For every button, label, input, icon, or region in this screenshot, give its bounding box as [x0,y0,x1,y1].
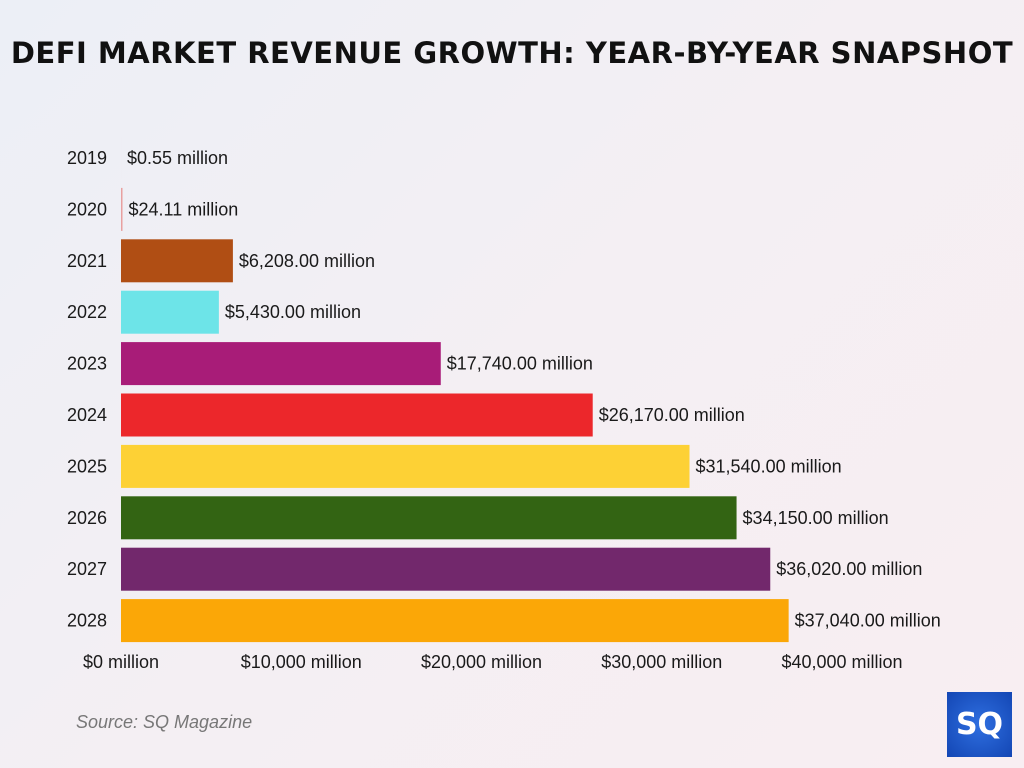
chart-title: DEFI MARKET REVENUE GROWTH: YEAR-BY-YEAR… [10,36,1014,70]
bar-2026 [121,496,737,540]
data-label: $31,540.00 million [696,456,842,476]
bar-2021 [121,239,233,283]
data-label: $5,430.00 million [225,302,361,322]
data-label: $6,208.00 million [239,251,375,271]
year-label: 2022 [67,302,107,322]
data-label: $17,740.00 million [447,354,593,374]
x-tick-label: $20,000 million [421,652,542,672]
year-label: 2027 [67,559,107,579]
year-label: 2019 [67,148,107,168]
sq-logo: SQ [947,692,1012,757]
data-label: $0.55 million [127,148,228,168]
x-tick-label: $30,000 million [601,652,722,672]
year-label: 2024 [67,405,107,425]
source-note: Source: SQ Magazine [76,712,253,732]
bar-2023 [121,342,441,386]
data-label: $24.11 million [129,199,239,219]
bar-2020 [121,187,123,231]
bar-2028 [121,599,789,643]
year-label: 2028 [67,611,107,631]
x-tick-label: $10,000 million [241,652,362,672]
data-label: $34,150.00 million [743,508,889,528]
bar-2022 [121,290,219,334]
bar-2025 [121,444,690,488]
x-tick-label: $0 million [83,652,159,672]
year-label: 2026 [67,508,107,528]
year-label: 2025 [67,456,107,476]
year-label: 2020 [67,199,107,219]
data-label: $36,020.00 million [776,559,922,579]
x-tick-label: $40,000 million [781,652,902,672]
year-label: 2023 [67,354,107,374]
bar-2027 [121,547,771,591]
data-label: $37,040.00 million [795,611,941,631]
year-label: 2021 [67,251,107,271]
data-label: $26,170.00 million [599,405,745,425]
bar-2024 [121,393,593,437]
